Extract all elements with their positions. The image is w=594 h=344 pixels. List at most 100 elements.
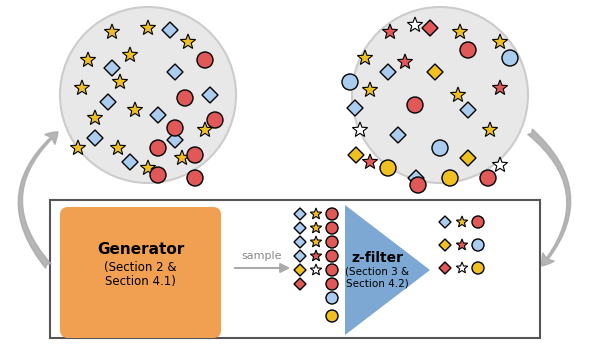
Polygon shape bbox=[362, 154, 378, 169]
Circle shape bbox=[326, 278, 338, 290]
Polygon shape bbox=[310, 236, 322, 247]
Circle shape bbox=[380, 160, 396, 176]
Polygon shape bbox=[456, 262, 467, 273]
Polygon shape bbox=[294, 264, 306, 276]
Polygon shape bbox=[140, 20, 156, 34]
Polygon shape bbox=[87, 130, 103, 146]
Polygon shape bbox=[105, 24, 119, 39]
Polygon shape bbox=[127, 102, 143, 117]
FancyArrowPatch shape bbox=[235, 264, 288, 272]
Text: (Section 2 &: (Section 2 & bbox=[105, 260, 177, 273]
Text: Section 4.2): Section 4.2) bbox=[346, 279, 409, 289]
Polygon shape bbox=[294, 208, 306, 220]
Circle shape bbox=[472, 262, 484, 274]
Text: sample: sample bbox=[242, 251, 282, 261]
FancyBboxPatch shape bbox=[60, 207, 221, 338]
Polygon shape bbox=[362, 82, 378, 96]
Polygon shape bbox=[453, 24, 467, 39]
Polygon shape bbox=[80, 52, 96, 66]
Polygon shape bbox=[348, 147, 364, 163]
Polygon shape bbox=[439, 262, 451, 274]
Polygon shape bbox=[294, 278, 306, 290]
Circle shape bbox=[342, 74, 358, 90]
Circle shape bbox=[326, 264, 338, 276]
Circle shape bbox=[442, 170, 458, 186]
Polygon shape bbox=[460, 150, 476, 166]
Circle shape bbox=[407, 97, 423, 113]
Polygon shape bbox=[181, 34, 195, 49]
Polygon shape bbox=[397, 54, 413, 68]
Circle shape bbox=[167, 120, 183, 136]
Polygon shape bbox=[104, 60, 120, 76]
Polygon shape bbox=[345, 205, 430, 335]
Circle shape bbox=[326, 222, 338, 234]
Polygon shape bbox=[358, 50, 372, 64]
Polygon shape bbox=[167, 64, 183, 80]
FancyArrowPatch shape bbox=[528, 129, 571, 266]
Circle shape bbox=[326, 292, 338, 304]
Circle shape bbox=[150, 140, 166, 156]
Polygon shape bbox=[74, 80, 90, 95]
Polygon shape bbox=[460, 102, 476, 118]
Polygon shape bbox=[112, 74, 128, 88]
Polygon shape bbox=[310, 264, 322, 275]
Polygon shape bbox=[456, 239, 467, 250]
Circle shape bbox=[460, 42, 476, 58]
Ellipse shape bbox=[352, 7, 528, 183]
Circle shape bbox=[177, 90, 193, 106]
Polygon shape bbox=[310, 208, 322, 219]
Circle shape bbox=[432, 140, 448, 156]
Polygon shape bbox=[100, 94, 116, 110]
Polygon shape bbox=[450, 87, 466, 101]
Polygon shape bbox=[167, 132, 183, 148]
Polygon shape bbox=[150, 107, 166, 123]
Circle shape bbox=[187, 147, 203, 163]
Circle shape bbox=[410, 177, 426, 193]
Circle shape bbox=[502, 50, 518, 66]
Polygon shape bbox=[294, 222, 306, 234]
Text: z-filter: z-filter bbox=[351, 251, 403, 265]
Polygon shape bbox=[390, 127, 406, 143]
Circle shape bbox=[326, 208, 338, 220]
Polygon shape bbox=[294, 250, 306, 262]
Polygon shape bbox=[110, 140, 125, 154]
Text: (Section 3 &: (Section 3 & bbox=[345, 267, 409, 277]
Polygon shape bbox=[352, 122, 368, 137]
Polygon shape bbox=[71, 140, 86, 154]
Ellipse shape bbox=[60, 7, 236, 183]
FancyBboxPatch shape bbox=[50, 200, 540, 338]
Polygon shape bbox=[492, 80, 508, 95]
Polygon shape bbox=[492, 34, 508, 49]
Polygon shape bbox=[310, 222, 322, 233]
Polygon shape bbox=[310, 250, 322, 261]
Polygon shape bbox=[439, 239, 451, 251]
Polygon shape bbox=[427, 64, 443, 80]
Polygon shape bbox=[383, 24, 397, 39]
Polygon shape bbox=[140, 160, 156, 174]
Circle shape bbox=[197, 52, 213, 68]
Polygon shape bbox=[408, 170, 424, 186]
Circle shape bbox=[480, 170, 496, 186]
Circle shape bbox=[472, 216, 484, 228]
Polygon shape bbox=[202, 87, 218, 103]
Text: Section 4.1): Section 4.1) bbox=[105, 275, 176, 288]
Polygon shape bbox=[380, 64, 396, 80]
Circle shape bbox=[150, 167, 166, 183]
FancyArrowPatch shape bbox=[18, 132, 58, 268]
Circle shape bbox=[326, 250, 338, 262]
Polygon shape bbox=[347, 100, 363, 116]
Polygon shape bbox=[122, 154, 138, 170]
Polygon shape bbox=[162, 22, 178, 38]
Polygon shape bbox=[197, 122, 213, 137]
Circle shape bbox=[207, 112, 223, 128]
Polygon shape bbox=[439, 216, 451, 228]
Polygon shape bbox=[294, 236, 306, 248]
Text: Generator: Generator bbox=[97, 243, 184, 258]
Polygon shape bbox=[407, 17, 422, 31]
Polygon shape bbox=[175, 150, 189, 164]
Polygon shape bbox=[492, 157, 508, 171]
Circle shape bbox=[187, 170, 203, 186]
Polygon shape bbox=[456, 216, 467, 227]
Polygon shape bbox=[422, 20, 438, 36]
Circle shape bbox=[472, 239, 484, 251]
